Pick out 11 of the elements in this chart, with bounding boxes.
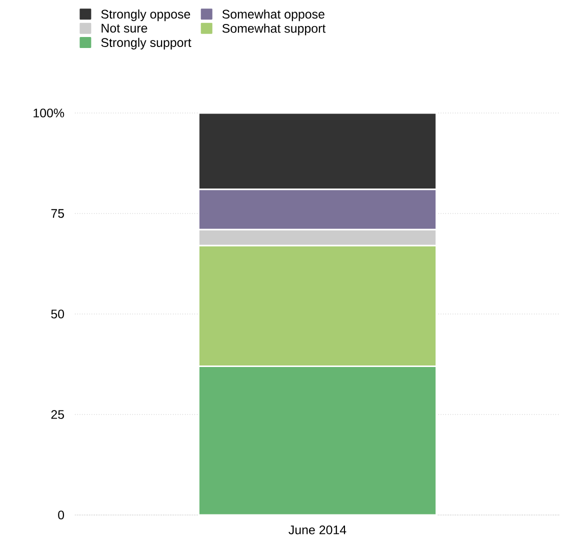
- legend-label: Strongly support: [101, 38, 192, 50]
- y-tick-label: 0: [58, 510, 64, 520]
- legend-label: Somewhat support: [222, 24, 326, 36]
- legend-label: Strongly oppose: [101, 9, 190, 22]
- legend-label: Not sure: [102, 24, 148, 33]
- y-tick-label: 75: [51, 209, 64, 218]
- y-tick-label: 50: [51, 310, 64, 318]
- y-tick-label: 25: [51, 410, 64, 419]
- y-tick-label: 100%: [34, 108, 64, 118]
- x-tick-label: June 2014: [288, 525, 346, 534]
- legend-label: Somewhat oppose: [222, 9, 324, 22]
